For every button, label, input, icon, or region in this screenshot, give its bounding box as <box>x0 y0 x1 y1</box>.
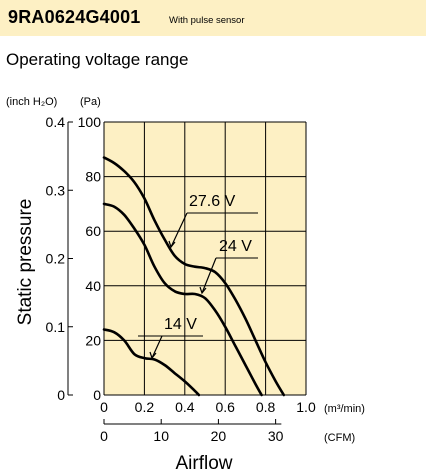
annotation-leader <box>151 335 163 359</box>
y-tick-label-pa: 60 <box>85 223 101 239</box>
annotation-leader <box>201 257 217 294</box>
x-tick-label-cfm: 10 <box>153 428 169 444</box>
y-axis-label: Static pressure <box>15 199 36 326</box>
plot-area <box>104 122 306 395</box>
y-tick-label-pa: 100 <box>78 114 102 130</box>
x-unit-m3min: (m³/min) <box>324 403 365 415</box>
series-line-0 <box>102 156 286 397</box>
y-tick-label-pa: 40 <box>85 278 101 294</box>
x-tick-label-cfm: 0 <box>100 428 108 444</box>
x-tick-label: 0.8 <box>256 399 276 415</box>
y-unit-pa: (Pa) <box>80 96 101 108</box>
x-tick-label: 0.2 <box>135 399 155 415</box>
model-subtitle: With pulse sensor <box>169 15 245 26</box>
annotation-leader <box>170 212 188 248</box>
x-tick-label: 0 <box>100 399 108 415</box>
y-tick-label-pa: 0 <box>93 387 101 403</box>
annotation-label: 27.6 V <box>189 193 236 210</box>
x-tick-label-cfm: 20 <box>211 428 227 444</box>
annotation-label: 24 V <box>219 238 252 255</box>
annotation-arrow <box>199 286 207 295</box>
y-unit-inch: (inch H₂O) <box>6 96 57 108</box>
header-bar: 9RA0624G4001 With pulse sensor <box>0 0 426 36</box>
series-line-1 <box>102 202 263 397</box>
x-unit-cfm: (CFM) <box>324 432 355 444</box>
annotation-arrow <box>149 351 157 360</box>
y-tick-label-pa: 80 <box>85 169 101 185</box>
model-title: 9RA0624G4001 <box>8 7 141 27</box>
y-tick-label-inch: 0.1 <box>46 319 66 335</box>
x-tick-label: 0.6 <box>215 399 235 415</box>
x-tick-label: 1.0 <box>296 399 316 415</box>
section-title: Operating voltage range <box>6 50 189 69</box>
series-line-2 <box>102 328 201 397</box>
annotation-arrow <box>168 240 176 249</box>
y-tick-label-inch: 0.3 <box>46 182 66 198</box>
x-tick-label: 0.4 <box>175 399 195 415</box>
y-tick-label-inch: 0.4 <box>46 114 66 130</box>
y-tick-label-inch: 0.2 <box>46 251 66 267</box>
y-tick-label-inch: 0 <box>57 387 65 403</box>
x-tick-label-cfm: 30 <box>268 428 284 444</box>
x-axis-label: Airflow <box>175 453 232 474</box>
annotation-label: 14 V <box>164 316 197 333</box>
y-tick-label-pa: 20 <box>85 332 101 348</box>
